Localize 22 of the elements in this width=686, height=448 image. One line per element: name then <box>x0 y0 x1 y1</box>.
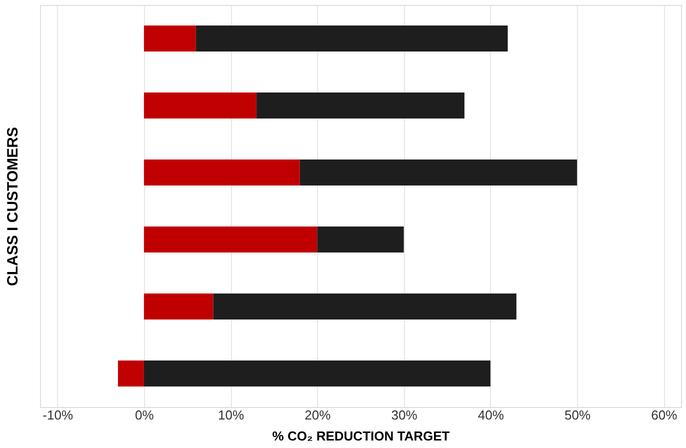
x-tick-label: -10% <box>42 408 74 422</box>
x-tick-label: 40% <box>478 408 504 422</box>
bar <box>144 294 214 320</box>
x-tick-label: 60% <box>651 408 678 422</box>
x-tick-label: 30% <box>391 408 418 422</box>
bar <box>118 360 144 386</box>
x-tick-label: 10% <box>218 408 245 422</box>
bar <box>144 160 300 186</box>
bar <box>256 92 464 118</box>
bar <box>300 160 578 186</box>
bar <box>196 26 508 52</box>
y-axis-title: CLASS I CUSTOMERS <box>4 127 22 286</box>
bar <box>144 226 318 252</box>
x-tick-label: 0% <box>135 408 154 422</box>
x-tick-label: 50% <box>564 408 591 422</box>
x-axis-title: % CO₂ REDUCTION TARGET <box>272 428 450 444</box>
bar <box>213 294 516 320</box>
x-tick-label: 20% <box>304 408 332 422</box>
bar <box>144 360 490 386</box>
bar <box>317 226 404 252</box>
bar <box>144 92 257 118</box>
bar <box>144 26 196 52</box>
